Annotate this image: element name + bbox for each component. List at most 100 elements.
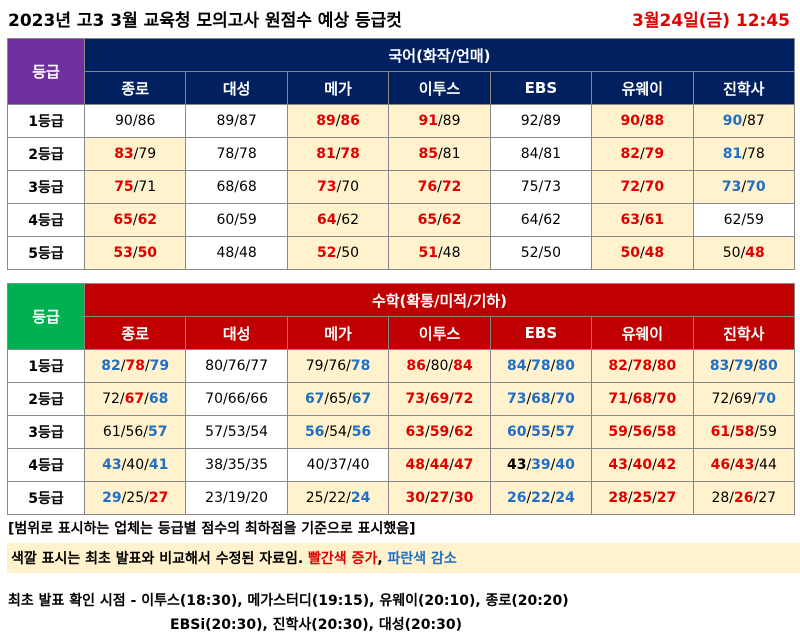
score-cell: 72/69/70 [692, 382, 796, 416]
score-cell: 50/48 [692, 236, 796, 270]
score-cell: 67/65/67 [286, 382, 390, 416]
row-label: 3등급 [7, 415, 85, 449]
column-header: 메가 [286, 316, 390, 350]
score-cell: 80/76/77 [185, 349, 288, 383]
score-cell: 61/56/57 [83, 415, 187, 449]
column-header: 대성 [185, 316, 288, 350]
row-label: 4등급 [7, 203, 85, 237]
score-cell: 82/79 [591, 137, 694, 171]
column-header: 이투스 [388, 71, 491, 105]
score-cell: 72/70 [591, 170, 694, 204]
score-cell: 92/89 [489, 104, 593, 138]
score-cell: 73/70 [692, 170, 796, 204]
score-cell: 81/78 [692, 137, 796, 171]
score-cell: 59/56/58 [591, 415, 694, 449]
note: [범위로 표시하는 업체는 등급별 점수의 최하점을 기준으로 표시했음] [8, 521, 416, 537]
data-row: 1등급 82/78/79 80/76/77 79/76/78 86/80/84 84/78… [7, 349, 796, 383]
score-cell: 26/22/24 [489, 481, 593, 515]
score-cell: 81/78 [286, 137, 390, 171]
column-header: 메가 [286, 71, 390, 105]
header-row: 등급 수학(확통/미적/기하) [7, 283, 795, 350]
score-cell: 48/44/47 [388, 448, 491, 482]
score-cell: 90/88 [591, 104, 694, 138]
column-header: EBS [489, 71, 593, 105]
row-label: 2등급 [7, 382, 85, 416]
note: 최초 발표 확인 시점 - 이투스(18:30), 메가스터디(19:15), … [8, 593, 569, 609]
note-red: 빨간색 증가 [308, 551, 378, 567]
score-cell: 30/27/30 [388, 481, 491, 515]
column-header: 대성 [185, 71, 288, 105]
column-header: EBS [489, 316, 593, 350]
table-title: 수학(확통/미적/기하) [84, 283, 795, 317]
score-cell: 48/48 [185, 236, 288, 270]
score-cell: 90/87 [692, 104, 796, 138]
score-cell: 63/59/62 [388, 415, 491, 449]
score-cell: 63/61 [591, 203, 694, 237]
row-label: 5등급 [7, 236, 85, 270]
score-cell: 64/62 [489, 203, 593, 237]
note-text: 색깔 표시는 최초 발표와 비교해서 수정된 자료임. [11, 551, 309, 567]
column-header: 이투스 [388, 316, 491, 350]
header-row: 등급 국어(화작/언매) [7, 38, 795, 105]
color-note: 색깔 표시는 최초 발표와 비교해서 수정된 자료임. 빨간색 증가, 파란색 … [7, 543, 800, 573]
row-label: 3등급 [7, 170, 85, 204]
note: EBSi(20:30), 진학사(20:30), 대성(20:30) [170, 617, 462, 633]
score-cell: 43/40/41 [83, 448, 187, 482]
data-row: 2등급 72/67/68 70/66/66 67/65/67 73/69/72 73/68… [7, 382, 796, 416]
score-cell: 56/54/56 [286, 415, 390, 449]
score-cell: 65/62 [83, 203, 187, 237]
score-cell: 78/78 [185, 137, 288, 171]
score-cell: 82/78/79 [83, 349, 187, 383]
score-cell: 73/69/72 [388, 382, 491, 416]
score-cell: 25/22/24 [286, 481, 390, 515]
title: 2023년 고3 3월 교육청 모의고사 원점수 예상 등급컷 [8, 11, 402, 31]
column-row: 종로 대성 메가 이투스 EBS 유웨이 진학사 [8, 71, 796, 105]
math-table: 등급 수학(확통/미적/기하) 종로 대성 메가 이투스 EBS 유웨이 진학사 1등급 82/78… [7, 283, 796, 515]
score-cell: 76/72 [388, 170, 491, 204]
score-cell: 50/48 [591, 236, 694, 270]
score-cell: 73/70 [286, 170, 390, 204]
score-cell: 57/53/54 [185, 415, 288, 449]
corner: 등급 [7, 38, 85, 105]
score-cell: 28/25/27 [591, 481, 694, 515]
score-cell: 29/25/27 [83, 481, 187, 515]
score-cell: 89/87 [185, 104, 288, 138]
column-row: 종로 대성 메가 이투스 EBS 유웨이 진학사 [8, 316, 796, 350]
score-cell: 65/62 [388, 203, 491, 237]
score-cell: 79/76/78 [286, 349, 390, 383]
score-cell: 61/58/59 [692, 415, 796, 449]
data-row: 4등급 43/40/41 38/35/35 40/37/40 48/44/47 43/39… [7, 448, 796, 482]
score-cell: 75/71 [83, 170, 187, 204]
column-header: 종로 [83, 316, 187, 350]
score-cell: 85/81 [388, 137, 491, 171]
column-header: 유웨이 [591, 71, 694, 105]
row-label: 5등급 [7, 481, 85, 515]
score-cell: 53/50 [83, 236, 187, 270]
score-cell: 52/50 [286, 236, 390, 270]
column-header: 유웨이 [591, 316, 694, 350]
score-cell: 28/26/27 [692, 481, 796, 515]
table-title: 국어(화작/언매) [84, 38, 795, 72]
column-header: 진학사 [692, 71, 796, 105]
data-row: 1등급 90/86 89/87 89/86 91/89 92/89 90/88 90/87 [7, 104, 796, 138]
score-cell: 84/81 [489, 137, 593, 171]
score-cell: 73/68/70 [489, 382, 593, 416]
column-header: 종로 [83, 71, 187, 105]
data-row: 5등급 29/25/27 23/19/20 25/22/24 30/27/30 26/22… [7, 481, 796, 515]
score-cell: 43/39/40 [489, 448, 593, 482]
score-cell: 64/62 [286, 203, 390, 237]
score-cell: 38/35/35 [185, 448, 288, 482]
score-cell: 86/80/84 [388, 349, 491, 383]
row-label: 2등급 [7, 137, 85, 171]
score-cell: 72/67/68 [83, 382, 187, 416]
score-cell: 91/89 [388, 104, 491, 138]
korean-table: 등급 국어(화작/언매) 종로 대성 메가 이투스 EBS 유웨이 진학사 1등급 90/86 89/… [7, 38, 796, 270]
score-cell: 68/68 [185, 170, 288, 204]
score-cell: 60/55/57 [489, 415, 593, 449]
score-cell: 83/79 [83, 137, 187, 171]
data-row: 3등급 75/71 68/68 73/70 76/72 75/73 72/70 73/70 [7, 170, 796, 204]
timestamp: 3월24일(금) 12:45 [632, 11, 790, 31]
data-row: 5등급 53/50 48/48 52/50 51/48 52/50 50/48 50/48 [7, 236, 796, 270]
data-row: 4등급 65/62 60/59 64/62 65/62 64/62 63/61 62/59 [7, 203, 796, 237]
score-cell: 62/59 [692, 203, 796, 237]
